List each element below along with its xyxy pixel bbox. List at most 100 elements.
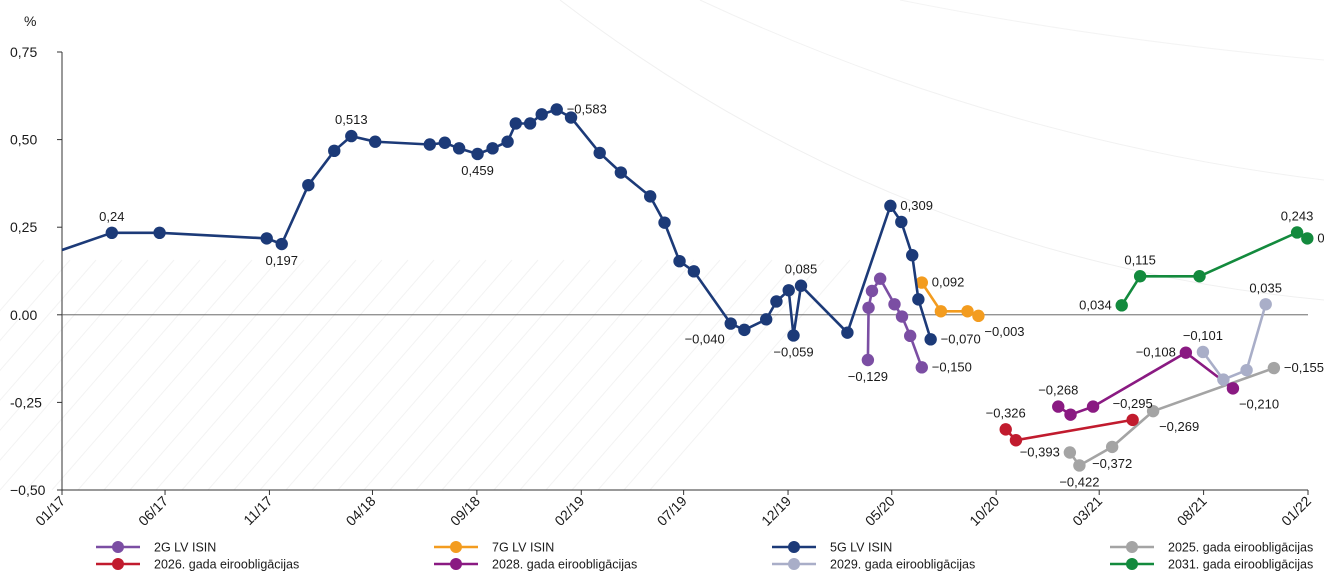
- data-point: [658, 216, 671, 229]
- x-tick-label: 06/17: [135, 493, 171, 529]
- data-point: [105, 226, 119, 240]
- data-label: −0,422: [1059, 474, 1099, 489]
- y-tick-label: −0,50: [10, 482, 46, 498]
- series-line: [1201, 303, 1267, 381]
- y-axis-unit-label: %: [24, 13, 36, 29]
- legend-item: 7G LV ISIN: [434, 541, 554, 555]
- series-6: [1196, 298, 1272, 386]
- data-point: [345, 129, 358, 143]
- series-7: [1115, 226, 1314, 312]
- data-point: [423, 138, 436, 151]
- data-label: 0,085: [785, 262, 818, 277]
- data-point: [687, 265, 701, 278]
- data-point: [782, 284, 795, 297]
- data-point: [438, 136, 452, 149]
- data-label: −0,583: [567, 101, 607, 116]
- legend-swatch-marker: [788, 558, 800, 570]
- data-point: [924, 333, 937, 346]
- legend-label: 2028. gada eiroobligācijas: [492, 558, 637, 572]
- legend-label: 2029. gada eiroobligācijas: [830, 558, 975, 572]
- data-point: [1259, 298, 1272, 311]
- legend-swatch-marker: [450, 558, 462, 570]
- data-point: [915, 361, 928, 374]
- series-0: [861, 272, 928, 374]
- data-point: [369, 135, 382, 148]
- data-point: [972, 309, 985, 323]
- data-point: [1133, 270, 1147, 283]
- data-point: [1179, 346, 1193, 359]
- data-point: [509, 117, 522, 130]
- series-2: [61, 103, 937, 346]
- data-point: [999, 423, 1012, 436]
- series-4: [999, 413, 1139, 447]
- legend-label: 7G LV ISIN: [492, 541, 554, 555]
- data-point: [535, 108, 548, 121]
- legend-label: 2026. gada eiroobligācijas: [154, 558, 299, 572]
- data-point: [912, 293, 925, 306]
- data-point: [614, 166, 628, 179]
- data-label: −0,040: [685, 332, 725, 347]
- data-point: [934, 305, 948, 318]
- x-tick-label: 09/18: [447, 493, 483, 529]
- data-point: [724, 317, 737, 330]
- x-tick-label: 01/17: [32, 493, 68, 529]
- data-label: −0,372: [1092, 456, 1132, 471]
- data-label: 0,035: [1249, 280, 1282, 295]
- series-5: [1052, 346, 1240, 421]
- data-point: [738, 323, 751, 337]
- series-lines: [61, 103, 1314, 472]
- data-point: [260, 232, 273, 245]
- data-point: [895, 310, 909, 323]
- data-point: [1086, 400, 1100, 413]
- data-labels: −0,129 −0,150 0,092 −0,003 0,24 0,197 0,513 0,4…: [99, 101, 1324, 489]
- data-label: −0,393: [1020, 445, 1060, 460]
- legend-item: 2026. gada eiroobligācijas: [96, 558, 299, 572]
- data-point: [1009, 434, 1023, 447]
- data-point: [915, 276, 928, 289]
- data-label: 0,115: [1124, 252, 1156, 267]
- data-point: [884, 199, 897, 213]
- x-tick-label: 01/22: [1278, 493, 1314, 529]
- y-tick-label: 0,50: [10, 132, 37, 148]
- legend-swatch-marker: [112, 541, 124, 553]
- data-point: [501, 135, 514, 148]
- legend-item: 2029. gada eiroobligācijas: [772, 558, 975, 572]
- data-point: [961, 305, 974, 318]
- data-point: [841, 326, 854, 339]
- data-label: −0,003: [984, 324, 1024, 339]
- legend-label: 2025. gada eiroobligācijas: [1168, 541, 1313, 555]
- data-point: [1240, 363, 1253, 377]
- x-tick-label: 02/19: [551, 493, 587, 529]
- data-point: [1301, 232, 1314, 245]
- data-point: [302, 178, 315, 192]
- data-label: −0,129: [848, 369, 888, 384]
- background-decoration: [0, 0, 1324, 491]
- legend-item: 2G LV ISIN: [96, 541, 216, 555]
- data-point: [865, 284, 879, 298]
- x-tick-label: 10/20: [966, 493, 1002, 529]
- y-tick-label: 0,75: [10, 44, 37, 60]
- legend-item: 2025. gada eiroobligācijas: [1110, 541, 1313, 555]
- legend-item: 5G LV ISIN: [772, 541, 892, 555]
- data-point: [471, 147, 484, 161]
- legend-label: 2031. gada eiroobligācijas: [1168, 558, 1313, 572]
- data-point: [1063, 446, 1077, 459]
- x-tick-label: 05/20: [862, 493, 898, 529]
- data-label: 0,034: [1079, 297, 1112, 312]
- data-point: [275, 237, 288, 251]
- data-point: [452, 142, 466, 155]
- data-label: 0,197: [265, 253, 298, 268]
- data-label: −0,269: [1159, 419, 1199, 434]
- data-point: [643, 190, 657, 203]
- data-point: [1290, 226, 1304, 239]
- data-point: [1226, 382, 1240, 395]
- data-point: [523, 117, 537, 130]
- data-point: [906, 249, 919, 262]
- legend-label: 5G LV ISIN: [830, 541, 892, 555]
- data-point: [1126, 413, 1139, 427]
- data-point: [673, 254, 686, 268]
- data-point: [593, 146, 606, 160]
- data-point: [550, 103, 563, 116]
- data-point: [1064, 408, 1077, 421]
- legend-swatch-marker: [450, 541, 462, 553]
